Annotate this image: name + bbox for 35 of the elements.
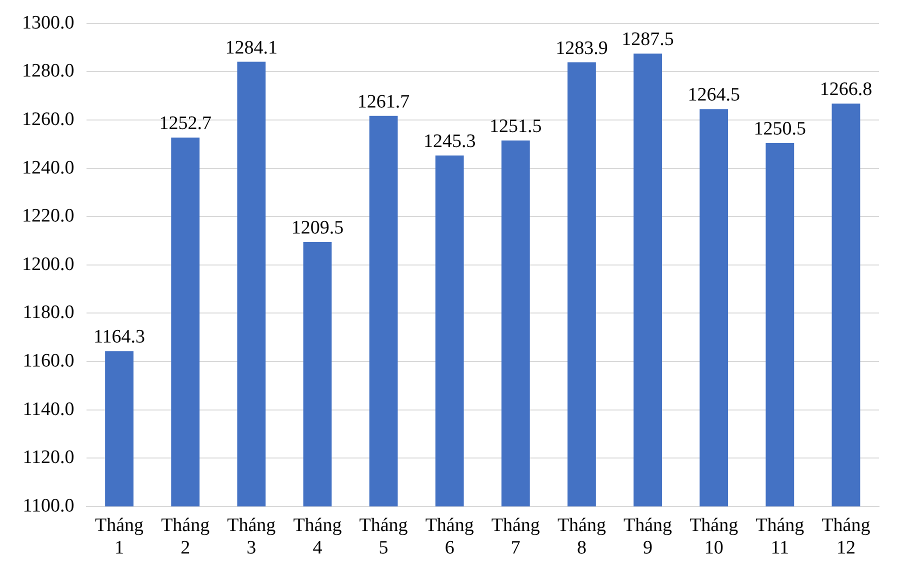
data-label: 1266.8 — [820, 79, 872, 100]
data-label: 1252.7 — [159, 113, 212, 134]
data-label: 1283.9 — [556, 38, 608, 59]
x-tick-label: Tháng 4 — [293, 514, 342, 559]
y-tick-label: 1300.0 — [22, 12, 74, 34]
data-label: 1284.1 — [225, 37, 278, 58]
y-tick-label: 1260.0 — [22, 108, 74, 130]
x-tick-label: Tháng 6 — [425, 514, 474, 559]
y-tick-label: 1240.0 — [22, 157, 74, 178]
y-tick-label: 1100.0 — [22, 495, 74, 516]
x-tick-label: Tháng 10 — [690, 514, 739, 559]
x-tick-label: Tháng 11 — [756, 514, 805, 559]
x-tick-label: Tháng 5 — [359, 514, 408, 559]
data-label: 1209.5 — [291, 217, 344, 238]
data-label: 1164.3 — [94, 326, 146, 348]
x-tick-label: Tháng 8 — [557, 514, 606, 559]
data-label: 1250.5 — [754, 118, 806, 140]
y-tick-label: 1200.0 — [22, 254, 74, 275]
x-tick-label: Tháng 12 — [822, 514, 871, 559]
data-label: 1251.5 — [490, 116, 542, 138]
x-tick-label: Tháng 2 — [161, 514, 210, 559]
y-tick-label: 1120.0 — [22, 447, 74, 468]
x-tick-label: Tháng 3 — [227, 514, 276, 559]
x-tick-label: Tháng 1 — [95, 514, 144, 559]
y-tick-label: 1180.0 — [22, 302, 74, 324]
y-tick-label: 1220.0 — [22, 206, 74, 227]
data-label: 1245.3 — [423, 130, 476, 152]
data-label: 1287.5 — [622, 29, 674, 50]
y-tick-label: 1280.0 — [22, 60, 74, 82]
x-tick-label: Tháng 7 — [491, 514, 540, 559]
x-tick-label: Tháng 9 — [624, 514, 673, 559]
y-tick-label: 1160.0 — [22, 350, 74, 372]
data-label: 1261.7 — [357, 91, 410, 112]
y-tick-label: 1140.0 — [22, 398, 74, 420]
data-label: 1264.5 — [688, 84, 740, 106]
